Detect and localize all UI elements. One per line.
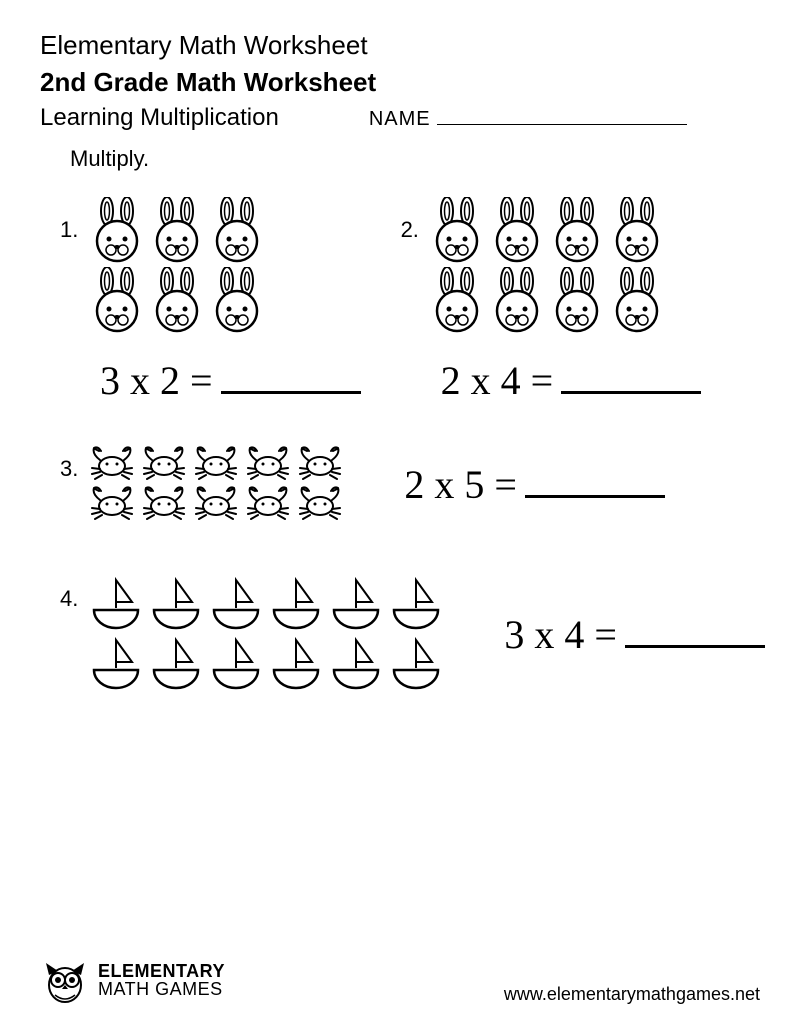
owl-icon <box>40 955 90 1005</box>
boat-icon <box>208 634 264 690</box>
boat-icon <box>208 574 264 630</box>
equation-4: 3 x 4 = <box>504 611 765 658</box>
header-title: Elementary Math Worksheet <box>40 30 760 61</box>
boat-icon <box>268 634 324 690</box>
equation-text: 2 x 5 = <box>404 462 517 507</box>
bunny-icon <box>429 197 485 263</box>
crab-icon <box>192 484 240 520</box>
answer-line[interactable] <box>561 391 701 394</box>
crab-icon <box>140 444 188 480</box>
equation-2: 2 x 4 = <box>441 357 702 404</box>
problem-3: 3. <box>60 444 760 524</box>
boat-icon <box>88 634 144 690</box>
boat-icon <box>88 574 144 630</box>
problem-number: 2. <box>401 217 419 243</box>
icon-grid-1 <box>89 197 265 337</box>
boat-icon <box>388 634 444 690</box>
problem-1: 1. <box>60 197 361 404</box>
equation-3: 2 x 5 = <box>404 461 665 508</box>
name-label: NAME <box>369 108 431 131</box>
brand-line2: MATH GAMES <box>98 980 225 998</box>
problem-2: 2. <box>401 197 702 404</box>
bunny-icon <box>609 267 665 333</box>
problem-4: 4. <box>60 574 760 694</box>
brand-text: ELEMENTARY MATH GAMES <box>98 962 225 998</box>
equation-text: 3 x 4 = <box>504 612 617 657</box>
crab-icon <box>88 484 136 520</box>
answer-line[interactable] <box>625 645 765 648</box>
bunny-icon <box>209 197 265 263</box>
crab-icon <box>296 484 344 520</box>
crab-icon <box>192 444 240 480</box>
equation-text: 2 x 4 = <box>441 358 554 403</box>
bunny-icon <box>489 267 545 333</box>
problem-number: 1. <box>60 217 78 243</box>
worksheet-page: Elementary Math Worksheet 2nd Grade Math… <box>0 0 800 1035</box>
boat-icon <box>328 634 384 690</box>
brand: ELEMENTARY MATH GAMES <box>40 955 225 1005</box>
footer-url: www.elementarymathgames.net <box>504 984 760 1005</box>
bunny-icon <box>149 197 205 263</box>
icon-grid-2 <box>429 197 665 337</box>
brand-line1: ELEMENTARY <box>98 962 225 980</box>
crab-icon <box>296 444 344 480</box>
boat-icon <box>268 574 324 630</box>
header-subtitle: 2nd Grade Math Worksheet <box>40 67 760 98</box>
boat-icon <box>388 574 444 630</box>
crab-icon <box>140 484 188 520</box>
problems-row-1: 1. <box>60 197 760 404</box>
boat-icon <box>148 634 204 690</box>
name-input-line[interactable] <box>437 107 687 125</box>
problem-number: 4. <box>60 586 78 612</box>
topic-row: Learning Multiplication NAME <box>40 104 760 132</box>
boat-icon <box>328 574 384 630</box>
icon-grid-4 <box>88 574 444 694</box>
bunny-icon <box>89 267 145 333</box>
boat-icon <box>148 574 204 630</box>
topic: Learning Multiplication <box>40 104 279 132</box>
bunny-icon <box>609 197 665 263</box>
bunny-icon <box>489 197 545 263</box>
bunny-icon <box>549 267 605 333</box>
footer: ELEMENTARY MATH GAMES www.elementarymath… <box>40 955 760 1005</box>
crab-icon <box>88 444 136 480</box>
crab-icon <box>244 484 292 520</box>
crab-icon <box>244 444 292 480</box>
problem-number: 3. <box>60 456 78 482</box>
bunny-icon <box>549 197 605 263</box>
bunny-icon <box>209 267 265 333</box>
answer-line[interactable] <box>525 495 665 498</box>
equation-1: 3 x 2 = <box>100 357 361 404</box>
bunny-icon <box>89 197 145 263</box>
answer-line[interactable] <box>221 391 361 394</box>
icon-grid-3 <box>88 444 344 524</box>
bunny-icon <box>429 267 485 333</box>
bunny-icon <box>149 267 205 333</box>
equation-text: 3 x 2 = <box>100 358 213 403</box>
instruction: Multiply. <box>70 146 760 172</box>
